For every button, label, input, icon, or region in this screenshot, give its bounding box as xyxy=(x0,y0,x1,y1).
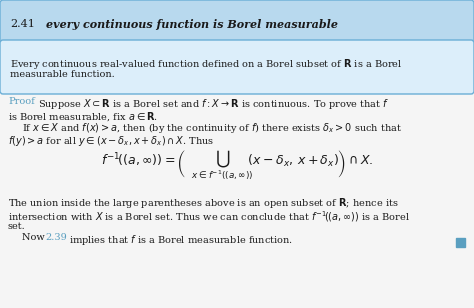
Text: Proof: Proof xyxy=(8,97,35,106)
Text: measurable function.: measurable function. xyxy=(10,70,115,79)
Text: If $x \in X$ and $f(x) > a$, then (by the continuity of $f$) there exists $\delt: If $x \in X$ and $f(x) > a$, then (by th… xyxy=(22,121,402,135)
Text: $f(y) > a$ for all $y \in (x - \delta_x, x + \delta_x) \cap X$. Thus: $f(y) > a$ for all $y \in (x - \delta_x,… xyxy=(8,134,214,148)
Text: The union inside the large parentheses above is an open subset of $\mathbf{R}$; : The union inside the large parentheses a… xyxy=(8,196,399,210)
Text: every continuous function is Borel measurable: every continuous function is Borel measu… xyxy=(46,18,338,30)
Bar xyxy=(456,238,465,247)
Text: 2.41: 2.41 xyxy=(10,19,35,29)
FancyBboxPatch shape xyxy=(0,40,474,94)
Text: Now: Now xyxy=(22,233,48,242)
Text: intersection with $X$ is a Borel set. Thus we can conclude that $f^{-1}\!\left((: intersection with $X$ is a Borel set. Th… xyxy=(8,209,410,224)
Text: Every continuous real-valued function defined on a Borel subset of $\mathbf{R}$ : Every continuous real-valued function de… xyxy=(10,57,402,71)
Text: set.: set. xyxy=(8,222,26,231)
Text: 2.39: 2.39 xyxy=(45,233,67,242)
FancyBboxPatch shape xyxy=(0,0,474,44)
Text: Suppose $X \subset \mathbf{R}$ is a Borel set and $f: X \rightarrow \mathbf{R}$ : Suppose $X \subset \mathbf{R}$ is a Bore… xyxy=(38,97,389,111)
Text: implies that $f$ is a Borel measurable function.: implies that $f$ is a Borel measurable f… xyxy=(66,233,293,247)
Text: $f^{-1}\!\left((a, \infty)\right) = \left(\;\; \bigcup_{x \in f^{-1}((a,\infty)): $f^{-1}\!\left((a, \infty)\right) = \lef… xyxy=(101,148,373,182)
Text: is Borel measurable, fix $a \in \mathbf{R}$.: is Borel measurable, fix $a \in \mathbf{… xyxy=(8,110,158,123)
